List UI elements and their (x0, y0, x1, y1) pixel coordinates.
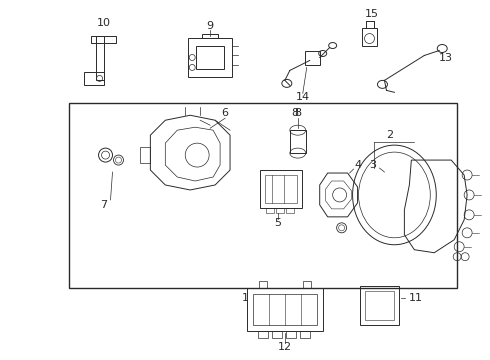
Text: 5: 5 (274, 218, 281, 228)
Text: 9: 9 (207, 21, 214, 31)
Text: 7: 7 (100, 200, 107, 210)
Bar (286, 208, 294, 213)
Text: 11: 11 (408, 293, 422, 302)
Bar (303, 280, 311, 288)
Text: 13: 13 (439, 54, 453, 63)
Bar (69, 103, 457, 288)
Text: 8: 8 (294, 108, 301, 118)
Bar (258, 332, 268, 338)
Text: 15: 15 (365, 9, 378, 19)
Text: 4: 4 (354, 160, 361, 170)
Bar (276, 208, 284, 213)
Text: 12: 12 (278, 342, 292, 352)
Text: 10: 10 (97, 18, 111, 28)
Text: 14: 14 (295, 92, 310, 102)
Bar (300, 332, 310, 338)
Bar (260, 170, 302, 208)
Bar (266, 208, 274, 213)
Text: 1: 1 (242, 293, 248, 302)
Bar (265, 175, 297, 203)
Text: 8: 8 (291, 108, 298, 118)
Text: 3: 3 (369, 160, 376, 170)
Bar (286, 332, 296, 338)
Text: 6: 6 (221, 108, 228, 118)
Bar (365, 291, 394, 320)
Bar (259, 280, 267, 288)
Bar (360, 285, 399, 325)
Text: 2: 2 (386, 130, 393, 140)
Bar (272, 332, 282, 338)
